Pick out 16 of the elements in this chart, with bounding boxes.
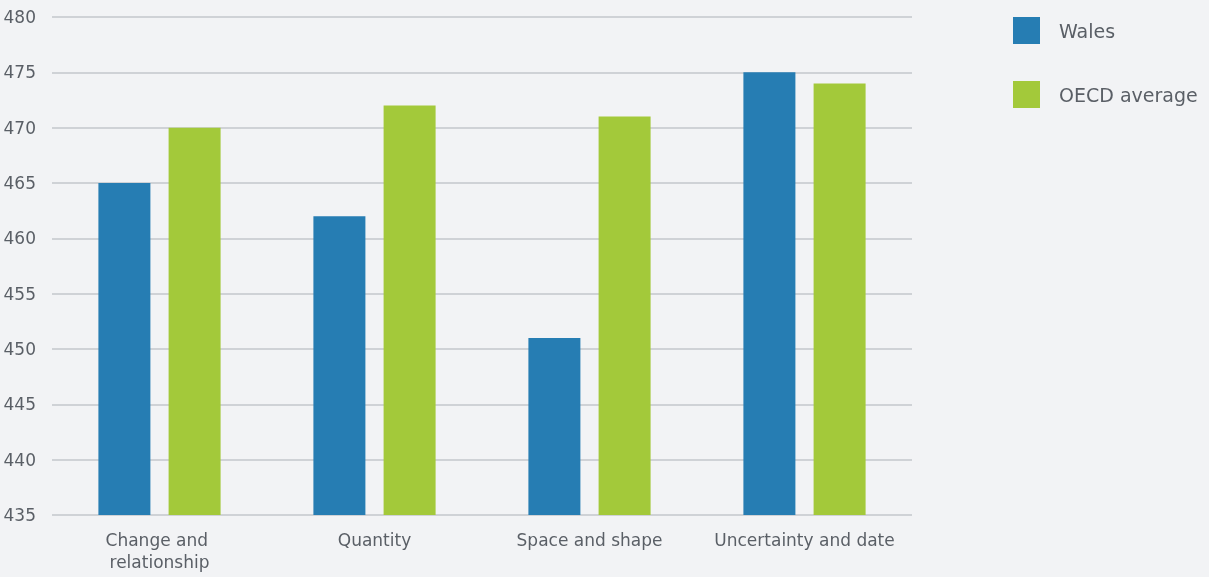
x-tick-label: Change and relationship (105, 530, 214, 572)
y-tick-label: 450 (3, 339, 36, 359)
legend-label: Wales (1059, 19, 1116, 42)
y-tick-label: 480 (3, 7, 36, 27)
x-tick-label: Quantity (337, 530, 412, 550)
x-tick-label: Uncertainty and date (714, 530, 895, 550)
y-tick-label: 455 (3, 283, 36, 304)
y-tick-label: 460 (3, 228, 36, 249)
y-tick-label: 475 (3, 62, 36, 83)
y-tick-label: 470 (3, 117, 36, 138)
y-tick-label: 440 (3, 449, 36, 470)
y-tick-label: 435 (3, 505, 36, 525)
x-tick-label: Space and shape (516, 530, 663, 550)
legend-label: OECD average (1059, 83, 1198, 106)
y-tick-label: 445 (3, 394, 36, 415)
y-tick-label: 465 (3, 173, 36, 193)
